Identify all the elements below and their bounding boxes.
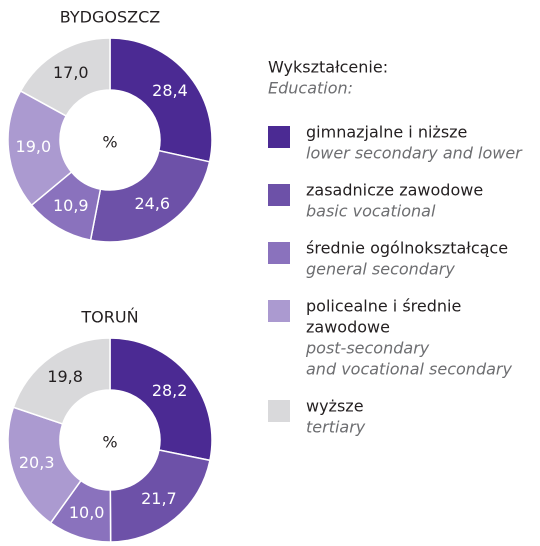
legend-swatch — [268, 242, 290, 264]
legend-title: Wykształcenie: — [268, 58, 388, 77]
legend-label: średnie ogólnokształcące — [306, 239, 508, 258]
data-label: 19,8 — [47, 367, 83, 386]
legend-label-en: post-secondary — [305, 339, 430, 358]
legend-label: gimnazjalne i niższe — [306, 123, 467, 142]
pie-title: TORUŃ — [80, 308, 138, 327]
legend-label-en: and vocational secondary — [306, 360, 512, 379]
legend-label-en: lower secondary and lower — [306, 144, 523, 163]
legend-swatch — [268, 184, 290, 206]
data-label: 21,7 — [141, 489, 177, 508]
pie-title: BYDGOSZCZ — [60, 8, 160, 27]
pie-slice — [12, 337, 111, 425]
legend-label-en: basic vocational — [306, 202, 436, 221]
legend-label-en: tertiary — [306, 418, 366, 437]
legend-label: zasadnicze zawodowe — [306, 181, 483, 200]
legend-label: policealne i średnie — [306, 297, 461, 316]
data-label: 28,2 — [152, 381, 188, 400]
legend-label-en: general secondary — [306, 260, 455, 279]
pie-slice — [19, 37, 111, 117]
data-label: 10,9 — [53, 196, 89, 215]
data-label: 28,4 — [152, 81, 188, 100]
legend-label: wyższe — [306, 397, 364, 416]
pie-slice — [109, 337, 213, 462]
pie-slice — [7, 406, 82, 524]
pie-slice — [109, 37, 213, 163]
data-label: 17,0 — [53, 63, 89, 82]
legend-label: zawodowe — [306, 318, 390, 337]
center-label: % — [102, 133, 117, 152]
legend-swatch — [268, 300, 290, 322]
legend-subtitle: Education: — [268, 79, 353, 98]
center-label: % — [102, 433, 117, 452]
data-label: 19,0 — [16, 137, 52, 156]
legend-swatch — [268, 400, 290, 422]
data-label: 20,3 — [19, 453, 55, 472]
data-label: 10,0 — [69, 503, 105, 522]
data-label: 24,6 — [134, 194, 170, 213]
pie-slice — [89, 149, 211, 243]
legend-swatch — [268, 126, 290, 148]
